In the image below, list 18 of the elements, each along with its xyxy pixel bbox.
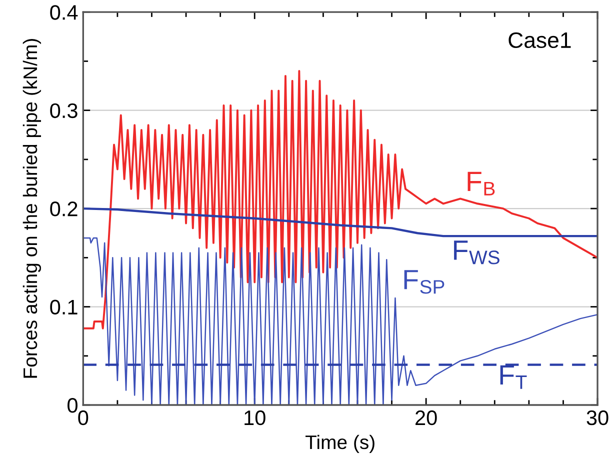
x-tick-label: 20 [416, 410, 437, 426]
annotation: Case1 [508, 32, 571, 48]
y-tick-label: 0.2 [50, 202, 78, 216]
y-tick-label: 0 [68, 398, 78, 413]
y-axis-title: Forces acting on the buried pipe (kN/m) [22, 38, 42, 378]
x-tick-label: 10 [244, 410, 266, 426]
y-tick-label: 0.4 [50, 5, 78, 20]
series-label: F$_{B}$ [468, 172, 495, 196]
x-tick-label: 0 [78, 410, 88, 426]
series-label: F$_{T}$ [500, 365, 527, 389]
x-tick-label: 30 [586, 410, 608, 426]
y-tick-label: 0.1 [50, 300, 78, 315]
line-series [83, 207, 598, 238]
series-label: F$_{SP}$ [404, 270, 444, 294]
y-tick-label: 0.3 [50, 103, 78, 118]
line-series [83, 70, 598, 330]
series-label: F$_{WS}$ [454, 240, 500, 264]
x-axis-title: Time (s) [306, 434, 374, 453]
